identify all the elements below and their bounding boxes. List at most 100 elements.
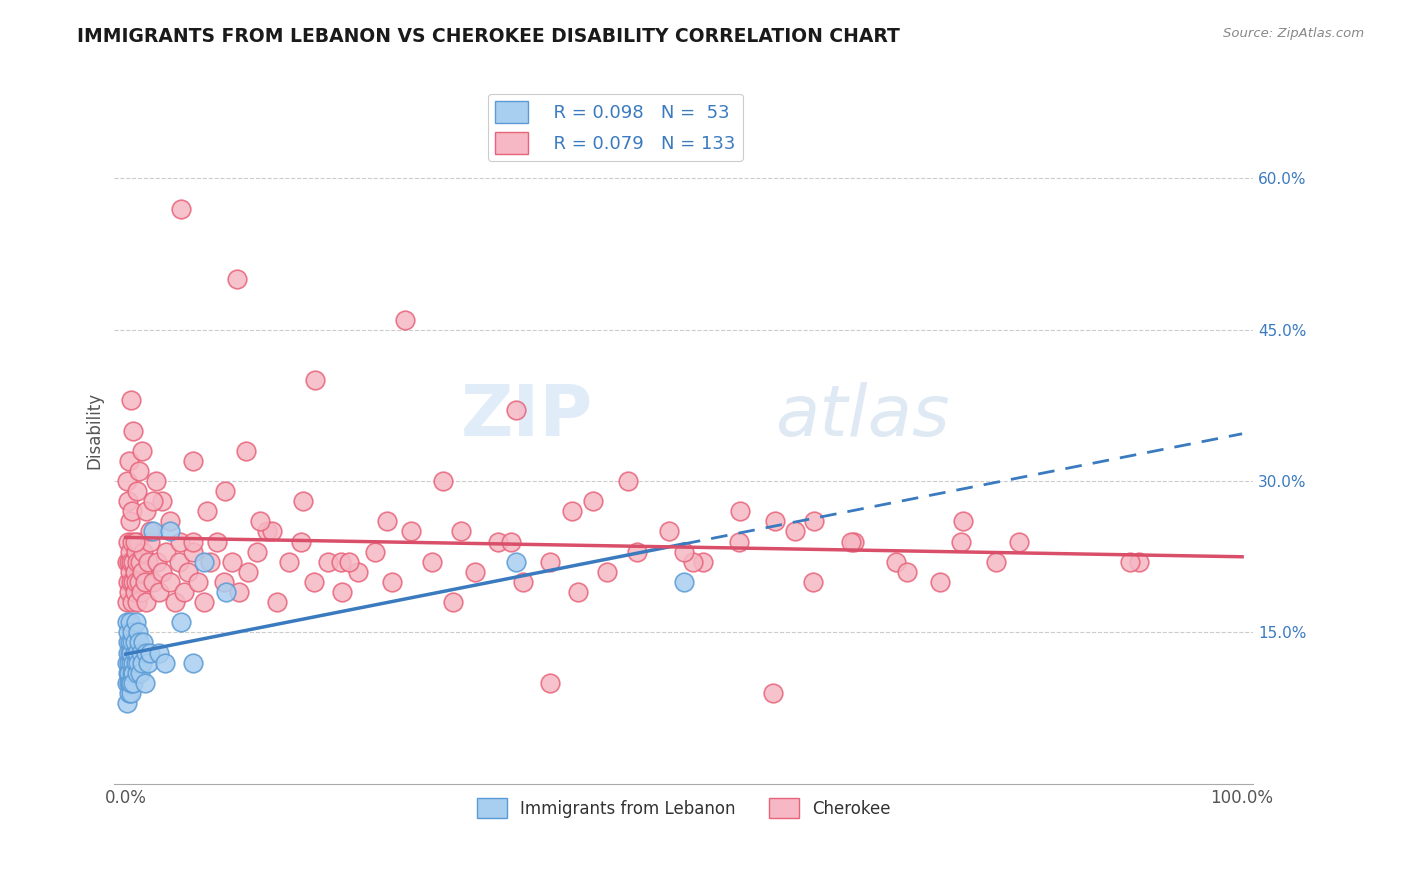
Point — [134, 574, 156, 589]
Point — [118, 686, 141, 700]
Point — [121, 595, 143, 609]
Point — [115, 615, 138, 630]
Point — [115, 595, 138, 609]
Point — [128, 464, 150, 478]
Point — [120, 676, 142, 690]
Point — [118, 565, 141, 579]
Point — [205, 534, 228, 549]
Point — [464, 565, 486, 579]
Point — [127, 625, 149, 640]
Point — [949, 534, 972, 549]
Point — [215, 585, 238, 599]
Point — [727, 534, 749, 549]
Point — [167, 555, 190, 569]
Text: atlas: atlas — [775, 382, 949, 451]
Point — [159, 524, 181, 539]
Point — [538, 555, 561, 569]
Point — [181, 534, 204, 549]
Point — [120, 686, 142, 700]
Point — [260, 524, 283, 539]
Text: ZIP: ZIP — [461, 382, 593, 451]
Point — [124, 615, 146, 630]
Point — [842, 534, 865, 549]
Point — [346, 565, 368, 579]
Point — [266, 595, 288, 609]
Point — [118, 544, 141, 558]
Point — [129, 646, 152, 660]
Point — [115, 474, 138, 488]
Point — [131, 656, 153, 670]
Point — [118, 665, 141, 680]
Point — [135, 504, 157, 518]
Point — [785, 524, 807, 539]
Point — [115, 696, 138, 710]
Point — [115, 555, 138, 569]
Point — [200, 555, 222, 569]
Point — [193, 595, 215, 609]
Point — [304, 373, 326, 387]
Point — [124, 544, 146, 558]
Point — [124, 585, 146, 599]
Point — [117, 665, 139, 680]
Point — [169, 534, 191, 549]
Point — [839, 534, 862, 549]
Point — [125, 555, 148, 569]
Point — [145, 474, 167, 488]
Point — [115, 676, 138, 690]
Point — [120, 574, 142, 589]
Point — [238, 565, 260, 579]
Point — [330, 555, 353, 569]
Point — [672, 544, 695, 558]
Point — [118, 585, 141, 599]
Point — [187, 574, 209, 589]
Point — [122, 656, 145, 670]
Point — [173, 585, 195, 599]
Point — [148, 646, 170, 660]
Point — [127, 656, 149, 670]
Point — [129, 665, 152, 680]
Point — [124, 635, 146, 649]
Point — [181, 544, 204, 558]
Point — [249, 515, 271, 529]
Point — [120, 646, 142, 660]
Point — [135, 646, 157, 660]
Point — [212, 574, 235, 589]
Point — [121, 635, 143, 649]
Point — [136, 555, 159, 569]
Point — [561, 504, 583, 518]
Point — [363, 544, 385, 558]
Point — [441, 595, 464, 609]
Point — [256, 524, 278, 539]
Point — [117, 646, 139, 660]
Point — [401, 524, 423, 539]
Point — [117, 494, 139, 508]
Point — [235, 443, 257, 458]
Point — [135, 595, 157, 609]
Point — [682, 555, 704, 569]
Point — [124, 574, 146, 589]
Point — [136, 656, 159, 670]
Point — [122, 676, 145, 690]
Point — [118, 454, 141, 468]
Point — [316, 555, 339, 569]
Point — [952, 515, 974, 529]
Point — [124, 534, 146, 549]
Point — [125, 484, 148, 499]
Point — [132, 635, 155, 649]
Point — [763, 515, 786, 529]
Point — [617, 474, 640, 488]
Point — [177, 565, 200, 579]
Point — [181, 656, 204, 670]
Point — [1008, 534, 1031, 549]
Point — [193, 555, 215, 569]
Point — [432, 474, 454, 488]
Point — [420, 555, 443, 569]
Point — [337, 555, 360, 569]
Point — [152, 494, 174, 508]
Point — [131, 565, 153, 579]
Point — [118, 635, 141, 649]
Point — [159, 574, 181, 589]
Point — [129, 585, 152, 599]
Point — [142, 524, 165, 539]
Point — [122, 424, 145, 438]
